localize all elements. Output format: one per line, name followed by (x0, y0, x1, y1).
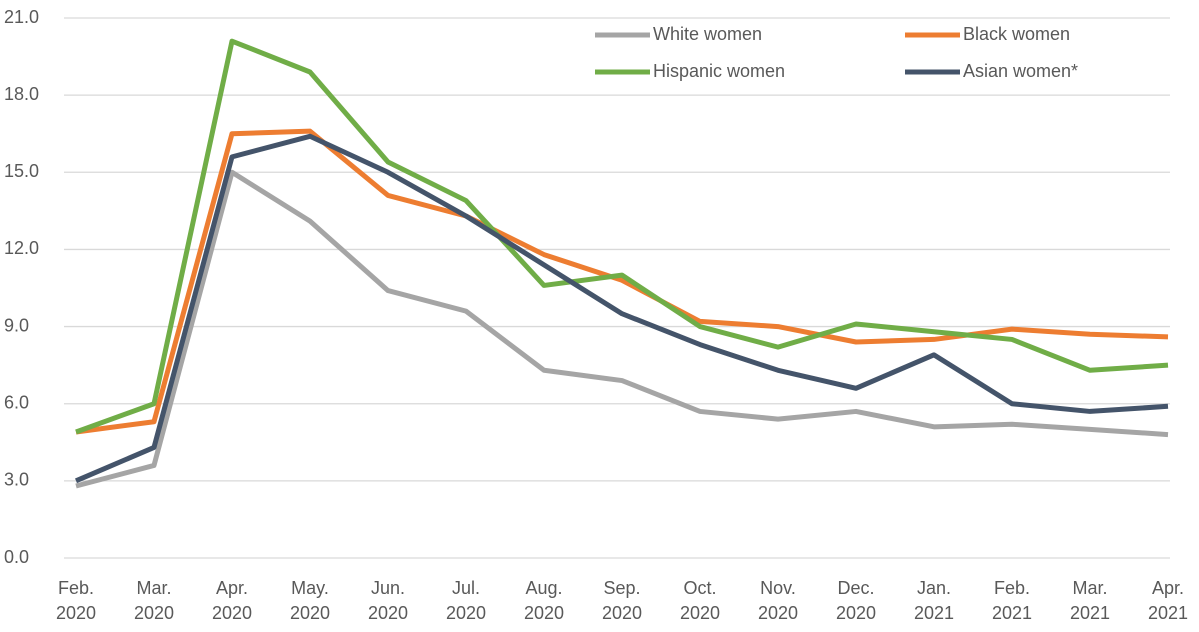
x-tick-label: Feb. 2020 (55, 578, 97, 623)
x-tick-label: Oct. 2020 (679, 578, 721, 623)
series-line (75, 133, 1169, 484)
y-tick-label: 6.0 (4, 392, 29, 412)
legend-label: White women (653, 24, 762, 44)
x-tick-label: May. 2020 (289, 578, 331, 623)
x-tick-label: Apr. 2020 (211, 578, 253, 623)
y-tick-label: 18.0 (4, 84, 39, 104)
y-tick-label: 0.0 (4, 547, 29, 567)
series-line (75, 169, 1169, 489)
y-tick-label: 15.0 (4, 161, 39, 181)
x-tick-label: Nov. 2020 (757, 578, 799, 623)
series-line (75, 38, 1169, 435)
x-tick-label: Jul. 2020 (445, 578, 487, 623)
legend-label: Hispanic women (653, 61, 785, 81)
x-tick-label: Mar. 2020 (133, 578, 175, 623)
x-tick-label: Apr. 2021 (1147, 578, 1189, 623)
x-tick-label: Sep. 2020 (601, 578, 643, 623)
y-tick-label: 3.0 (4, 470, 29, 490)
y-tick-label: 12.0 (4, 238, 39, 258)
legend-label: Black women (963, 24, 1070, 44)
series-line (75, 128, 1169, 435)
y-tick-label: 9.0 (4, 315, 29, 335)
x-tick-label: Jun. 2020 (367, 578, 409, 623)
y-tick-label: 21.0 (4, 7, 39, 27)
x-tick-label: Dec. 2020 (835, 578, 877, 623)
x-tick-label: Jan. 2021 (913, 578, 955, 623)
x-tick-label: Mar. 2021 (1069, 578, 1111, 623)
x-tick-label: Feb. 2021 (991, 578, 1033, 623)
x-tick-label: Aug. 2020 (523, 578, 565, 623)
legend-label: Asian women* (963, 61, 1078, 81)
